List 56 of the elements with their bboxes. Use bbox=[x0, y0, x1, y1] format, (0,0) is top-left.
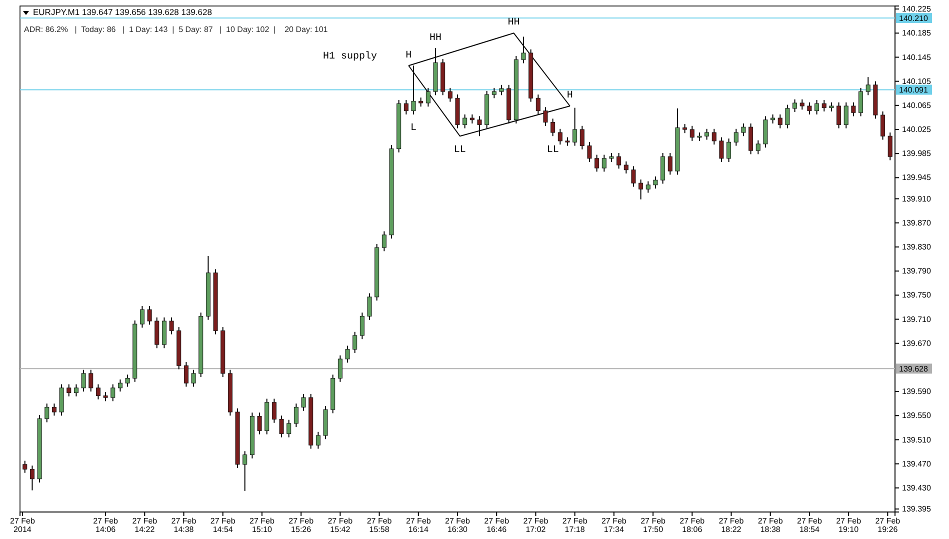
y-tick-label: 139.510 bbox=[902, 435, 932, 444]
x-tick-label: 27 Feb 14:54 bbox=[210, 516, 236, 534]
y-tick-label: 139.750 bbox=[902, 290, 932, 300]
x-tick-label: 27 Feb 14:38 bbox=[171, 516, 197, 534]
x-tick-label: 27 Feb 18:54 bbox=[797, 516, 822, 534]
y-tick-label: 140.025 bbox=[902, 125, 932, 134]
ref-line-label: 140.210 bbox=[899, 14, 928, 24]
x-tick-label: 27 Feb 18:22 bbox=[718, 516, 744, 534]
x-tick-label: 27 Feb 15:42 bbox=[328, 516, 354, 534]
annotation: HH bbox=[508, 18, 520, 29]
y-tick-label: 139.550 bbox=[902, 411, 932, 420]
y-tick-label: 139.985 bbox=[902, 149, 932, 158]
x-tick-label: 27 Feb 19:10 bbox=[836, 516, 862, 534]
annotation: LL bbox=[454, 144, 466, 156]
y-tick-label: 139.710 bbox=[902, 314, 932, 324]
y-tick-label: 139.830 bbox=[902, 242, 932, 252]
x-tick-label: 27 Feb 16:30 bbox=[445, 516, 471, 534]
annotation: H bbox=[406, 50, 412, 62]
x-tick-label: 27 Feb 15:10 bbox=[250, 516, 275, 534]
x-tick-label: 27 Feb 17:02 bbox=[523, 516, 549, 534]
y-tick-label: 139.870 bbox=[902, 218, 932, 228]
text: ADR: 86.2% | Today: 86 | 1 Day: 143 | 5 Day: 87 | 10 Day: 102 | 20 Day: 101 bbox=[24, 25, 328, 34]
x-tick-label: 27 Feb 16:46 bbox=[484, 516, 510, 534]
y-tick-label: 140.065 bbox=[902, 100, 932, 110]
y-tick-label: 140.105 bbox=[902, 76, 932, 86]
y-tick-label: 140.145 bbox=[902, 52, 932, 62]
x-tick-label: 27 Feb 15:58 bbox=[366, 516, 392, 534]
x-tick-label: 27 Feb 15:26 bbox=[288, 516, 314, 534]
y-tick-label: 139.430 bbox=[902, 483, 932, 492]
annotation: L bbox=[410, 123, 417, 134]
annotation: H bbox=[566, 90, 573, 102]
x-tick-label: 27 Feb 17:34 bbox=[601, 516, 627, 534]
y-tick-label: 139.670 bbox=[902, 338, 932, 348]
x-tick-label: 27 Feb 17:18 bbox=[562, 516, 588, 534]
x-tick-label: 27 Feb 18:06 bbox=[680, 516, 706, 534]
y-tick-label: 139.945 bbox=[902, 173, 932, 182]
y-tick-label: 139.910 bbox=[902, 194, 932, 204]
y-tick-label: 139.590 bbox=[902, 387, 932, 396]
annotation: HH bbox=[429, 32, 442, 44]
y-tick-label: 139.470 bbox=[902, 459, 932, 468]
x-tick-label: 27 Feb 14:06 bbox=[93, 516, 119, 534]
x-tick-label: 27 Feb 2014 bbox=[10, 516, 36, 534]
y-tick-label: 140.225 bbox=[902, 4, 932, 14]
x-tick-label: 27 Feb 16:14 bbox=[406, 516, 432, 534]
y-tick-label: 139.790 bbox=[902, 266, 932, 276]
annotation: LL bbox=[546, 144, 559, 156]
x-tick-label: 27 Feb 17:50 bbox=[640, 516, 666, 534]
y-tick-label: 139.395 bbox=[902, 504, 932, 514]
x-tick-label: 27 Feb 18:38 bbox=[758, 516, 784, 534]
x-tick-label: 27 Feb 19:26 bbox=[875, 516, 901, 534]
y-tick-label: 140.185 bbox=[902, 28, 932, 38]
chart-title: EURJPY.M1 139.647 139.656 139.628 139.628 bbox=[33, 7, 212, 17]
ref-line-label: 139.628 bbox=[899, 364, 928, 374]
x-tick-label: 27 Feb 14:22 bbox=[132, 516, 158, 534]
ref-line-label: 140.091 bbox=[899, 86, 928, 95]
annotation: H1 supply bbox=[322, 50, 378, 63]
